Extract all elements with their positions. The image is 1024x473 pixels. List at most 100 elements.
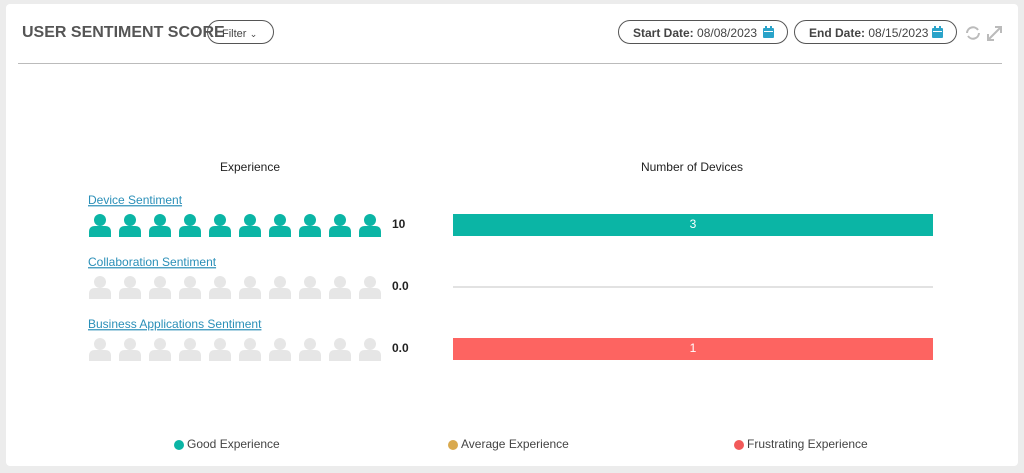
- icon-body: [89, 350, 111, 361]
- icon-head: [214, 338, 226, 350]
- bar-label: 1: [690, 341, 697, 355]
- widget-title: USER SENTIMENT SCORE: [22, 24, 225, 41]
- person-icon: [119, 276, 141, 299]
- person-icon: [149, 214, 171, 237]
- start-date-value: 08/08/2023: [697, 26, 758, 40]
- person-icon: [299, 276, 321, 299]
- person-icon: [89, 338, 111, 361]
- icon-body: [209, 350, 231, 361]
- icon-body: [119, 226, 141, 237]
- icon-head: [244, 276, 256, 288]
- icon-body: [149, 226, 171, 237]
- icon-head: [154, 338, 166, 350]
- person-icon: [239, 276, 261, 299]
- chevron: ⌄: [249, 29, 258, 39]
- calendar-icon: [932, 26, 943, 38]
- icon-body: [149, 350, 171, 361]
- person-icon: [239, 338, 261, 361]
- legend-swatch: [174, 440, 184, 450]
- icon-head: [274, 276, 286, 288]
- icon-head: [364, 214, 376, 226]
- start-date-picker[interactable]: Start Date: 08/08/2023: [618, 20, 788, 44]
- icon-body: [239, 350, 261, 361]
- person-icon: [329, 338, 351, 361]
- person-icon: [269, 214, 291, 237]
- icon-head: [214, 214, 226, 226]
- filter-label: Filter: [222, 28, 247, 40]
- person-icon: [359, 214, 381, 237]
- icon-head: [244, 214, 256, 226]
- refresh-icon[interactable]: [966, 26, 980, 40]
- icon-body: [299, 350, 321, 361]
- legend-label: Average Experience: [461, 437, 569, 451]
- device-bar: [453, 214, 933, 236]
- icon-head: [364, 276, 376, 288]
- person-icon: [359, 338, 381, 361]
- person-icon: [179, 214, 201, 237]
- icon-head: [304, 338, 316, 350]
- icon-body: [269, 288, 291, 299]
- person-icon: [269, 338, 291, 361]
- icon-body: [359, 288, 381, 299]
- row-score: 10: [392, 217, 406, 231]
- icon-head: [334, 214, 346, 226]
- person-icon: [299, 214, 321, 237]
- person-icon: [329, 276, 351, 299]
- sentiment-chart: Experience Number of Devices Device Sent…: [88, 160, 933, 451]
- legend-swatch: [448, 440, 458, 450]
- calendar-icon: [763, 26, 774, 38]
- icon-head: [334, 276, 346, 288]
- person-icon: [329, 214, 351, 237]
- bar-label: 3: [690, 217, 697, 231]
- filter-button[interactable]: Filter ⌄: [207, 20, 274, 44]
- person-icon: [119, 214, 141, 237]
- icon-body: [119, 288, 141, 299]
- icon-body: [179, 226, 201, 237]
- icon-body: [209, 288, 231, 299]
- legend-swatch: [734, 440, 744, 450]
- legend-label: Frustrating Experience: [747, 437, 868, 451]
- row-link[interactable]: Collaboration Sentiment: [88, 255, 217, 269]
- row-score: 0.0: [392, 341, 409, 355]
- icon-body: [269, 350, 291, 361]
- person-icon: [179, 276, 201, 299]
- row-score: 0.0: [392, 279, 409, 293]
- end-date-label: End Date:: [809, 26, 866, 40]
- icon-body: [179, 350, 201, 361]
- row-link[interactable]: Device Sentiment: [88, 193, 183, 207]
- icon-head: [154, 214, 166, 226]
- icon-body: [329, 288, 351, 299]
- person-icon: [209, 276, 231, 299]
- end-date-value: 08/15/2023: [868, 26, 929, 40]
- row-link[interactable]: Business Applications Sentiment: [88, 317, 262, 331]
- icon-head: [184, 214, 196, 226]
- person-icon: [89, 276, 111, 299]
- icon-head: [274, 338, 286, 350]
- icon-head: [94, 214, 106, 226]
- column-title: Experience: [220, 160, 280, 174]
- start-date-label: Start Date:: [633, 26, 694, 40]
- icon-body: [179, 288, 201, 299]
- icon-body: [149, 288, 171, 299]
- icon-body: [119, 350, 141, 361]
- person-icon: [359, 276, 381, 299]
- icon-head: [124, 338, 136, 350]
- icon-head: [274, 214, 286, 226]
- person-icon: [239, 214, 261, 237]
- person-icon: [209, 338, 231, 361]
- icon-head: [364, 338, 376, 350]
- person-icon: [89, 214, 111, 237]
- expand-icon[interactable]: [987, 26, 1002, 41]
- person-icon: [179, 338, 201, 361]
- icon-head: [124, 276, 136, 288]
- divider: [18, 63, 1002, 64]
- person-icon: [149, 276, 171, 299]
- column-title: Number of Devices: [641, 160, 743, 174]
- person-icon: [149, 338, 171, 361]
- icon-body: [329, 350, 351, 361]
- icon-head: [124, 214, 136, 226]
- icon-body: [299, 226, 321, 237]
- toolbar-icons: [966, 26, 1002, 41]
- end-date-picker[interactable]: End Date: 08/15/2023: [794, 20, 957, 44]
- person-icon: [209, 214, 231, 237]
